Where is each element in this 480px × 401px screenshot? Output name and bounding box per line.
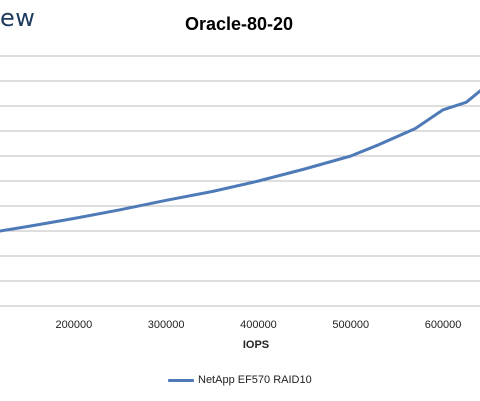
chart-title: Oracle-80-20	[184, 14, 294, 34]
legend: NetApp EF570 RAID10	[168, 373, 312, 387]
legend-swatch	[168, 378, 194, 382]
x-axis-label: IOPS	[243, 339, 269, 351]
legend-label: NetApp EF570 RAID10	[198, 374, 312, 386]
x-tick-label: 200000	[55, 319, 92, 331]
series-lines	[0, 89, 480, 233]
x-axis-ticks: 200000 300000 400000 500000 600000	[55, 319, 461, 331]
x-tick-label: 600000	[425, 319, 462, 331]
series-line	[0, 89, 480, 233]
brand-logo-fragment: ew	[0, 4, 36, 32]
chart-title-container: Oracle-80-20	[0, 14, 480, 35]
gridlines	[0, 55, 480, 307]
x-tick-label: 400000	[240, 319, 277, 331]
x-tick-label: 500000	[332, 319, 369, 331]
x-tick-label: 300000	[148, 319, 185, 331]
